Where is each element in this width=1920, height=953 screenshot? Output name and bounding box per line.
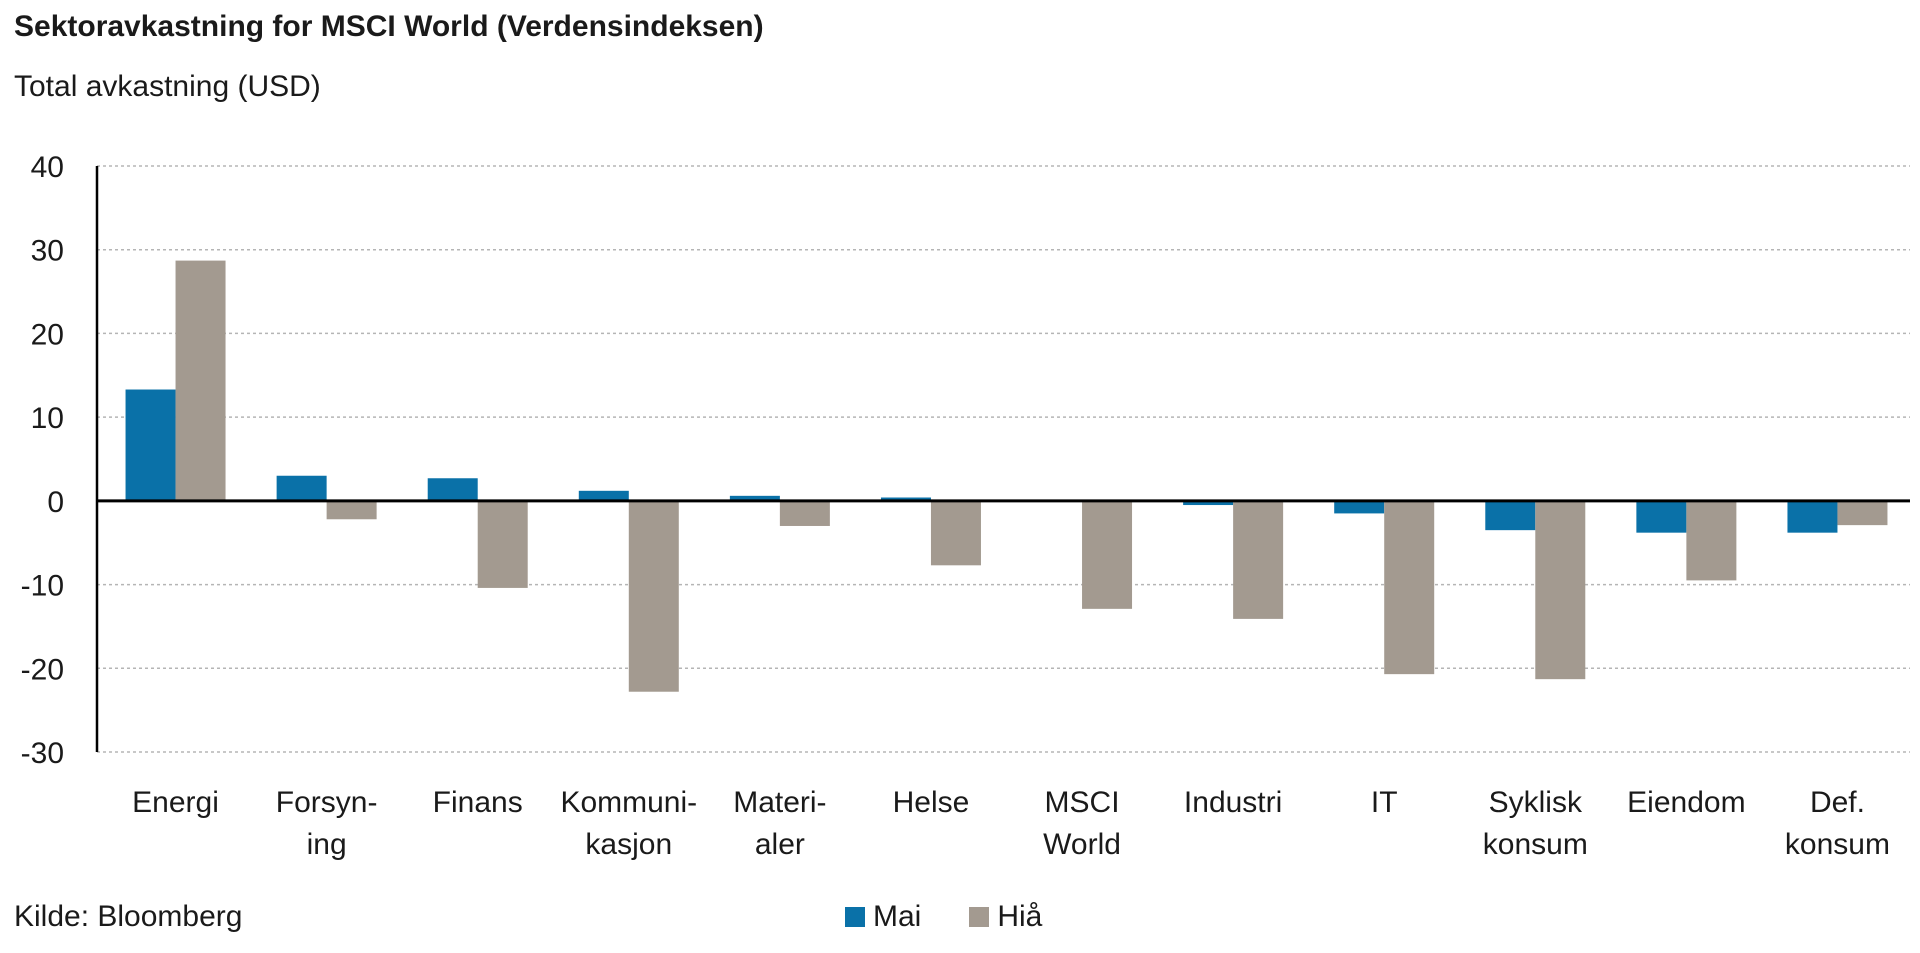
y-tick-label: 40 xyxy=(31,151,64,184)
bar-mai xyxy=(1334,500,1385,514)
bar-mai xyxy=(1485,500,1536,531)
x-category-label: Helse xyxy=(893,786,970,819)
bar-hia xyxy=(1082,500,1133,609)
x-category-label: ing xyxy=(307,828,347,861)
bar-hia xyxy=(175,260,226,501)
y-tick-label: -30 xyxy=(21,737,64,770)
bar-mai xyxy=(427,478,478,501)
x-category-label: IT xyxy=(1371,786,1398,819)
bar-mai xyxy=(1636,500,1687,533)
x-category-label: Kommuni- xyxy=(560,786,697,819)
gridlines xyxy=(97,165,1910,753)
x-category-label: Forsyn- xyxy=(276,786,378,819)
y-tick-labels: 40 30 20 10 0 -10 -20 -30 xyxy=(21,151,64,770)
x-category-label: kasjon xyxy=(585,828,672,861)
bar-hia xyxy=(930,500,981,566)
y-tick-label: 10 xyxy=(31,402,64,435)
bar-mai xyxy=(125,389,176,501)
bar-hia xyxy=(1837,500,1888,526)
legend-swatch-mai xyxy=(845,907,865,927)
legend-item-hia: Hiå xyxy=(969,900,1042,934)
chart-title: Sektoravkastning for MSCI World (Verdens… xyxy=(14,10,764,43)
bars xyxy=(125,260,1888,692)
bar-hia xyxy=(1535,500,1586,680)
x-category-label: konsum xyxy=(1785,828,1890,861)
x-category-label: Industri xyxy=(1184,786,1282,819)
y-tick-label: 30 xyxy=(31,235,64,268)
bar-mai xyxy=(880,497,931,501)
x-category-label: Def. xyxy=(1810,786,1865,819)
bar-hia xyxy=(779,500,830,526)
legend-label-hia: Hiå xyxy=(997,900,1043,933)
x-category-label: World xyxy=(1043,828,1121,861)
axes xyxy=(95,166,1910,752)
x-category-label: MSCI xyxy=(1045,786,1120,819)
legend: Mai Hiå xyxy=(845,900,1042,934)
bar-hia xyxy=(1233,500,1284,619)
x-category-label: Finans xyxy=(433,786,523,819)
bar-mai xyxy=(1787,500,1838,533)
y-tick-label: -20 xyxy=(21,653,64,686)
bar-hia xyxy=(477,500,528,588)
x-category-label: Eiendom xyxy=(1627,786,1745,819)
x-category-label: aler xyxy=(755,828,805,861)
legend-item-mai: Mai xyxy=(845,900,921,934)
bar-hia xyxy=(1384,500,1435,675)
y-tick-label: 0 xyxy=(47,486,64,519)
y-tick-label: -10 xyxy=(21,570,64,603)
x-category-label: konsum xyxy=(1483,828,1588,861)
bar-chart: 40 30 20 10 0 -10 -20 -30 Energi Forsyn-ing Finan… xyxy=(21,151,1910,861)
bar-hia xyxy=(326,500,377,520)
bar-hia xyxy=(1686,500,1737,581)
x-category-labels: Energi Forsyn-ing Finans Kommuni-kasjon Mate… xyxy=(132,786,1890,861)
bar-hia xyxy=(628,500,679,692)
bar-mai xyxy=(1183,500,1234,506)
x-category-label: Materi- xyxy=(733,786,826,819)
y-tick-label: 20 xyxy=(31,318,64,351)
bar-mai xyxy=(276,475,327,501)
legend-swatch-hia xyxy=(969,907,990,927)
bar-mai xyxy=(729,495,780,501)
legend-label-mai: Mai xyxy=(873,900,922,933)
chart-subtitle: Total avkastning (USD) xyxy=(14,70,321,103)
bar-mai xyxy=(578,490,629,501)
x-category-label: Syklisk xyxy=(1489,786,1583,819)
x-category-label: Energi xyxy=(132,786,219,819)
source-note: Kilde: Bloomberg xyxy=(14,900,243,933)
